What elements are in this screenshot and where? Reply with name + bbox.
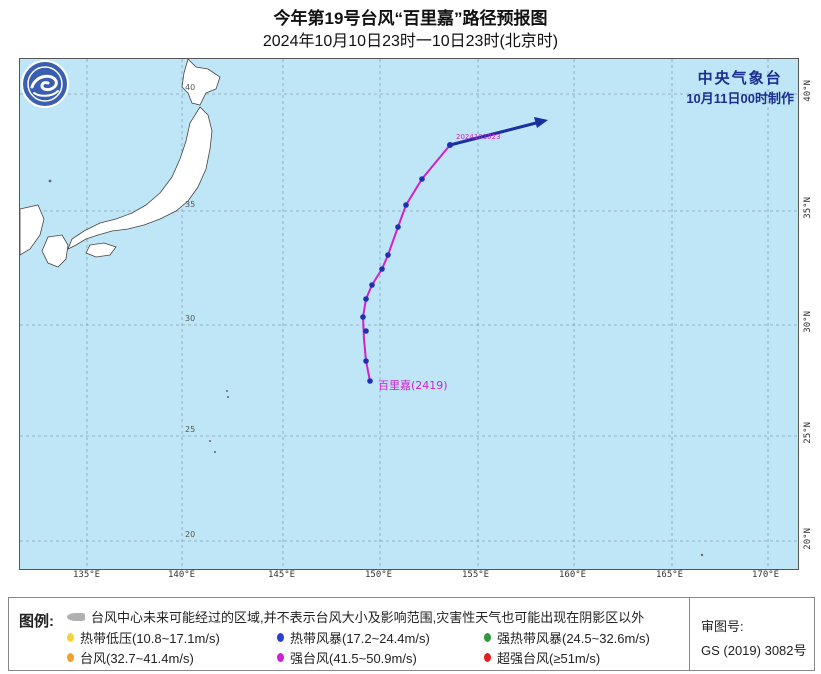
track-point: [360, 314, 366, 320]
sts-dot-icon: [484, 633, 491, 642]
issue-time: 10月11日00时制作: [686, 91, 794, 106]
sty-dot-icon: [277, 653, 284, 662]
track-time-label: 2024101023: [456, 133, 501, 141]
track-point: [447, 142, 453, 148]
lat-label: 20°N: [803, 528, 813, 550]
map-area: 40 35 30 25 20 2024101023 百里嘉(2419) 中央气象…: [19, 58, 799, 570]
approval-number: GS (2019) 3082号: [701, 643, 807, 658]
lon-label: 165°E: [656, 570, 684, 580]
supty-dot-icon: [484, 653, 491, 662]
legend-item-label: 台风(32.7~41.4m/s): [80, 651, 194, 666]
legend-item-label: 强热带风暴(24.5~32.6m/s): [497, 631, 650, 646]
typhoon-track: [361, 144, 451, 382]
track-point: [363, 328, 369, 334]
map-subtitle: 2024年10月10日23时一10日23时(北京时): [262, 33, 559, 50]
lon-label: 170°E: [752, 570, 780, 580]
legend-cone-text: 台风中心未来可能经过的区域,并不表示台风大小及影响范围,灾害性天气也可能出现在阴…: [91, 610, 645, 625]
legend-cone-row: 台风中心未来可能经过的区域,并不表示台风大小及影响范围,灾害性天气也可能出现在阴…: [67, 607, 644, 626]
lon-label: 150°E: [365, 570, 393, 580]
approval-label: 审图号:: [701, 619, 744, 634]
track-point: [419, 176, 425, 182]
lat-label: 30°N: [803, 311, 813, 333]
lat-label: 25°N: [803, 422, 813, 444]
lat-label: 35°N: [803, 197, 813, 219]
lon-label: 140°E: [168, 570, 196, 580]
lat-label-inside: 40: [185, 83, 195, 92]
japan-landmass: [20, 59, 221, 268]
td-dot-icon: [67, 633, 74, 642]
legend-item: 热带低压(10.8~17.1m/s): [67, 628, 220, 647]
legend-item: 强热带风暴(24.5~32.6m/s): [484, 628, 650, 647]
islands: [48, 179, 704, 557]
legend-item-label: 超强台风(≥51m/s): [497, 651, 601, 666]
track-point: [363, 358, 369, 364]
lat-label-inside: 25: [185, 425, 195, 434]
legend-divider: [689, 598, 690, 670]
track-points: [360, 142, 453, 384]
lon-label: 135°E: [73, 570, 101, 580]
legend-item: 强台风(41.5~50.9m/s): [277, 648, 417, 667]
forecast-arrowhead: [534, 117, 548, 128]
track-point: [403, 202, 409, 208]
lon-label: 155°E: [462, 570, 490, 580]
cone-icon: [67, 612, 85, 621]
lon-label: 160°E: [559, 570, 587, 580]
lat-label-inside: 35: [185, 200, 195, 209]
legend-item-label: 热带低压(10.8~17.1m/s): [80, 631, 220, 646]
legend-title: 图例:: [19, 613, 54, 630]
lat-label-inside: 30: [185, 314, 195, 323]
lon-label: 145°E: [268, 570, 296, 580]
map-title: 今年第19号台风“百里嘉”路径预报图: [273, 9, 548, 28]
legend-panel: 图例: 台风中心未来可能经过的区域,并不表示台风大小及影响范围,灾害性天气也可能…: [8, 597, 815, 671]
track-point: [363, 296, 369, 302]
forecast-arrow: [449, 120, 541, 147]
legend-item: 热带风暴(17.2~24.4m/s): [277, 628, 430, 647]
typhoon-name-label: 百里嘉(2419): [378, 378, 448, 392]
track-point: [367, 378, 373, 384]
graticule: [20, 59, 798, 569]
legend-item: 台风(32.7~41.4m/s): [67, 648, 194, 667]
track-point: [385, 252, 391, 258]
ty-dot-icon: [67, 653, 74, 662]
legend-item-label: 热带风暴(17.2~24.4m/s): [290, 631, 430, 646]
legend-item: 超强台风(≥51m/s): [484, 648, 600, 667]
track-point: [395, 224, 401, 230]
ts-dot-icon: [277, 633, 284, 642]
lat-label-inside: 20: [185, 530, 195, 539]
lat-label: 40°N: [803, 80, 813, 102]
track-point: [369, 282, 375, 288]
legend-item-label: 强台风(41.5~50.9m/s): [290, 651, 417, 666]
map-canvas: 40 35 30 25 20 2024101023 百里嘉(2419): [20, 59, 798, 569]
cma-logo-icon: [21, 60, 69, 108]
agency-block: 中央气象台 10月11日00时制作: [686, 67, 794, 107]
agency-name: 中央气象台: [697, 70, 783, 87]
track-point: [379, 266, 385, 272]
